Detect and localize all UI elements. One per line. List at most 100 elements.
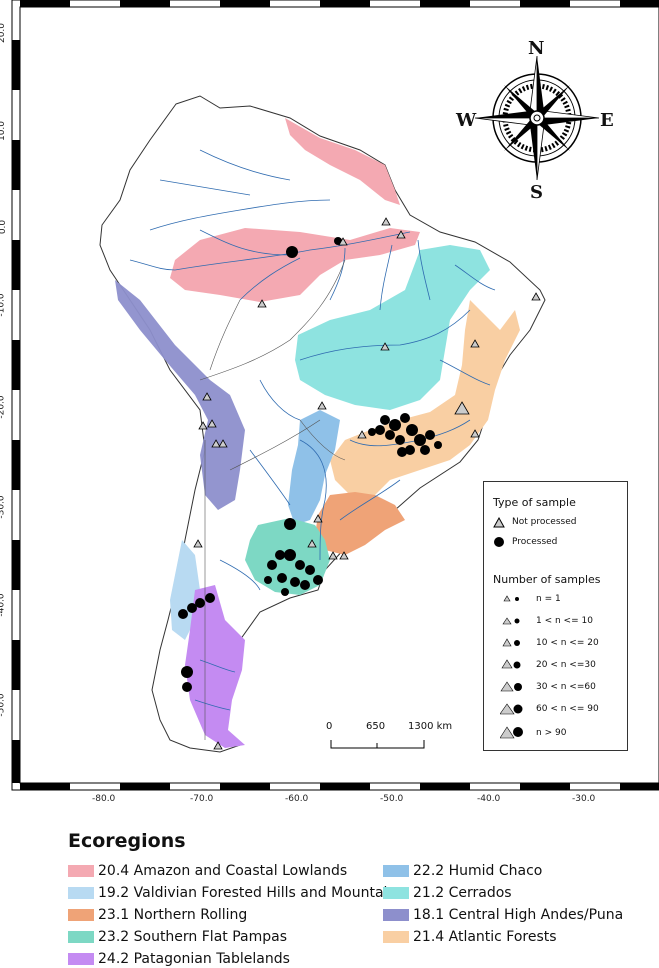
lon-tick: -40.0 [477, 794, 501, 804]
region-atlantic [330, 300, 520, 500]
processed-marker [385, 430, 395, 440]
not-processed-marker [257, 299, 267, 308]
legend-not-processed: Not processed [512, 517, 577, 527]
not-processed-marker [313, 514, 323, 523]
lat-tick: 10.0 [0, 120, 8, 142]
processed-marker [305, 565, 315, 575]
not-processed-marker [531, 292, 541, 301]
map-border [11, 0, 659, 791]
not-processed-marker [396, 230, 406, 239]
not-processed-marker [317, 401, 327, 410]
compass-n: N [528, 38, 545, 59]
compass-e: E [600, 110, 614, 131]
lat-tick: 0.0 [0, 219, 9, 235]
processed-marker [389, 419, 401, 431]
not-processed-marker [470, 429, 480, 438]
lat-tick: -10.0 [0, 293, 7, 317]
eco-item: 21.4 Atlantic Forests [383, 929, 557, 945]
count-row: n = 1 [536, 594, 561, 604]
not-processed-marker [381, 217, 391, 226]
processed-marker [275, 550, 285, 560]
scale-label-0: 0 [326, 721, 333, 732]
processed-samples [178, 237, 442, 692]
processed-marker [284, 549, 296, 561]
processed-marker [300, 580, 310, 590]
map-canvas [11, 0, 659, 791]
processed-marker [264, 576, 272, 584]
ecoregions-legend: Ecoregions [68, 830, 659, 858]
eco-swatch [68, 887, 94, 899]
compass-rose-icon [474, 55, 600, 181]
lon-tick: -80.0 [92, 794, 116, 804]
eco-item: 18.1 Central High Andes/Puna [383, 907, 623, 923]
processed-marker [205, 593, 215, 603]
lat-tick: -30.0 [0, 495, 7, 519]
lon-tick: -50.0 [380, 794, 404, 804]
region-andes-puna [115, 280, 245, 510]
not-processed-marker [193, 539, 203, 548]
processed-marker [406, 424, 418, 436]
processed-marker [195, 598, 205, 608]
processed-marker [434, 441, 442, 449]
processed-marker [178, 609, 188, 619]
not-processed-marker [202, 392, 212, 401]
processed-marker [181, 666, 193, 678]
lat-tick: 20.0 [0, 22, 8, 44]
not-processed-marker [454, 401, 470, 415]
lon-tick: -70.0 [190, 794, 214, 804]
eco-item: 22.2 Humid Chaco [383, 863, 542, 879]
region-coastal-lowlands [285, 118, 400, 205]
not-processed-marker [213, 741, 223, 750]
processed-marker [405, 445, 415, 455]
not-processed-marker [207, 419, 217, 428]
not-processed-samples [193, 217, 541, 750]
processed-marker [420, 445, 430, 455]
compass-s: S [530, 182, 543, 203]
not-processed-marker [470, 339, 480, 348]
processed-marker [400, 413, 410, 423]
lat-tick: -20.0 [0, 395, 7, 419]
lon-tick: -30.0 [572, 794, 596, 804]
processed-marker [380, 415, 390, 425]
eco-swatch [68, 931, 94, 943]
eco-swatch [383, 865, 409, 877]
eco-swatch [68, 909, 94, 921]
region-cerrados [295, 245, 490, 410]
lat-tick: -50.0 [0, 693, 7, 717]
processed-marker [187, 603, 197, 613]
count-row: 60 < n <= 90 [536, 704, 599, 714]
processed-marker [290, 577, 300, 587]
legend-number-title: Number of samples [493, 573, 601, 586]
count-legend-icons [500, 595, 523, 739]
legend-processed: Processed [512, 537, 558, 547]
processed-marker [277, 573, 287, 583]
processed-marker [313, 575, 323, 585]
river-network [129, 149, 496, 711]
processed-marker [368, 428, 376, 436]
count-row: 1 < n <= 10 [536, 616, 593, 626]
eco-item: 20.4 Amazon and Coastal Lowlands [68, 863, 347, 879]
processed-marker [295, 560, 305, 570]
lat-tick: -40.0 [0, 593, 7, 617]
region-amazon [170, 228, 420, 302]
eco-swatch [383, 909, 409, 921]
eco-swatch [383, 931, 409, 943]
processed-marker [267, 560, 277, 570]
not-processed-marker [338, 237, 348, 246]
eco-item: 21.2 Cerrados [383, 885, 512, 901]
not-processed-marker [380, 342, 390, 351]
processed-legend-icon [494, 537, 504, 547]
lon-tick: -60.0 [285, 794, 309, 804]
processed-marker [286, 246, 298, 258]
legend-box: Type of sample Not processed Processed N… [483, 481, 628, 751]
region-patagonian [185, 585, 245, 748]
map-frame [11, 0, 659, 791]
eco-swatch [68, 865, 94, 877]
legend-type-title: Type of sample [493, 496, 576, 509]
processed-marker [397, 447, 407, 457]
eco-item: 23.2 Southern Flat Pampas [68, 929, 287, 945]
count-row: 10 < n <= 20 [536, 638, 599, 648]
processed-marker [182, 682, 192, 692]
not-processed-marker [211, 439, 221, 448]
count-row: 30 < n <=60 [536, 682, 596, 692]
